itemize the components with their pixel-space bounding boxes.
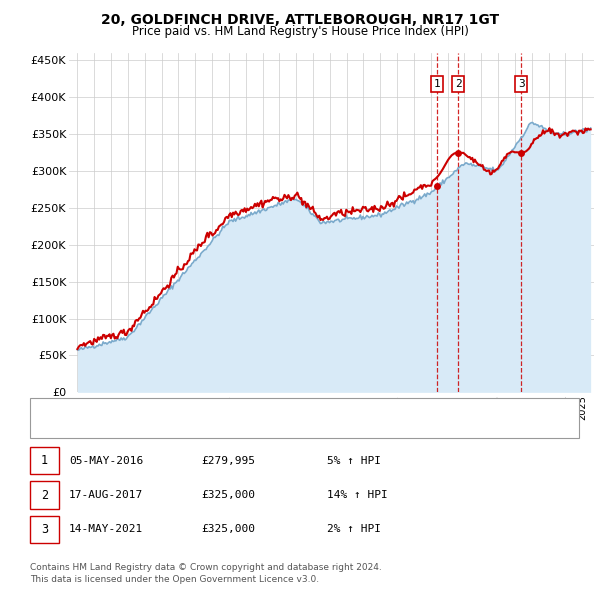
Text: 1: 1 xyxy=(41,454,48,467)
Text: 14% ↑ HPI: 14% ↑ HPI xyxy=(327,490,388,500)
Text: 14-MAY-2021: 14-MAY-2021 xyxy=(69,525,143,534)
Text: 3: 3 xyxy=(41,523,48,536)
Text: Contains HM Land Registry data © Crown copyright and database right 2024.: Contains HM Land Registry data © Crown c… xyxy=(30,563,382,572)
Text: This data is licensed under the Open Government Licence v3.0.: This data is licensed under the Open Gov… xyxy=(30,575,319,584)
Text: 20, GOLDFINCH DRIVE, ATTLEBOROUGH, NR17 1GT (detached house): 20, GOLDFINCH DRIVE, ATTLEBOROUGH, NR17 … xyxy=(79,404,441,414)
Text: 2: 2 xyxy=(455,79,461,89)
Text: 2: 2 xyxy=(41,489,48,502)
Text: 17-AUG-2017: 17-AUG-2017 xyxy=(69,490,143,500)
Text: Price paid vs. HM Land Registry's House Price Index (HPI): Price paid vs. HM Land Registry's House … xyxy=(131,25,469,38)
Text: 5% ↑ HPI: 5% ↑ HPI xyxy=(327,456,381,466)
Text: 05-MAY-2016: 05-MAY-2016 xyxy=(69,456,143,466)
Text: £279,995: £279,995 xyxy=(201,456,255,466)
Text: 20, GOLDFINCH DRIVE, ATTLEBOROUGH, NR17 1GT: 20, GOLDFINCH DRIVE, ATTLEBOROUGH, NR17 … xyxy=(101,13,499,27)
Text: 2% ↑ HPI: 2% ↑ HPI xyxy=(327,525,381,534)
Text: 1: 1 xyxy=(434,79,440,89)
Text: HPI: Average price, detached house, Breckland: HPI: Average price, detached house, Brec… xyxy=(79,422,324,432)
Text: £325,000: £325,000 xyxy=(201,490,255,500)
Text: £325,000: £325,000 xyxy=(201,525,255,534)
Text: 3: 3 xyxy=(518,79,524,89)
